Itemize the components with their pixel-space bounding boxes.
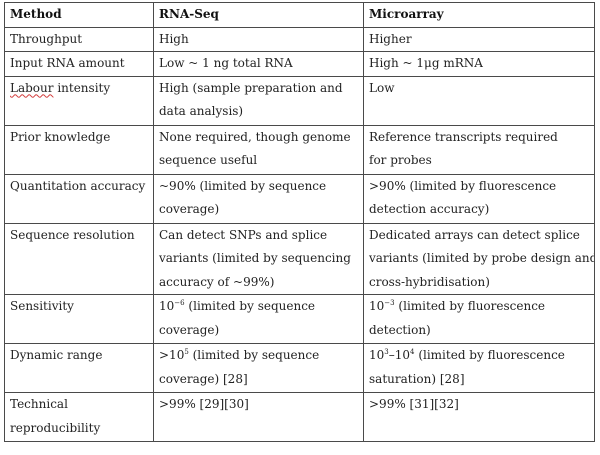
cell-microarray-quantitation-accuracy: >90% (limited by fluorescence detection … — [363, 173, 595, 224]
cell-rnaseq-sequence-resolution: Can detect SNPs and splice variants (lim… — [153, 222, 364, 295]
header-method: Method — [4, 2, 154, 28]
row-label-technical-reproducibility: Technical reproducibility — [4, 392, 154, 442]
cell-microarray-prior-knowledge: Reference transcripts required for probe… — [363, 124, 595, 175]
header-microarray: Microarray — [363, 2, 595, 28]
cell-microarray-dynamic-range: 103–104 (limited by fluorescence saturat… — [363, 343, 595, 393]
cell-rnaseq-dynamic-range: >105 (limited by sequence coverage) [28] — [153, 343, 364, 393]
cell-microarray-input-rna: High ~ 1μg mRNA — [363, 51, 595, 77]
cell-rnaseq-prior-knowledge: None required, though genome sequence us… — [153, 124, 364, 175]
table-row: Sequence resolution Can detect SNPs and … — [4, 222, 595, 295]
rnaseq-vs-microarray-table: Method RNA-Seq Microarray Throughput Hig… — [4, 2, 595, 442]
row-label-throughput: Throughput — [4, 26, 154, 52]
row-label-quantitation-accuracy: Quantitation accuracy — [4, 173, 154, 224]
row-label-sensitivity: Sensitivity — [4, 294, 154, 344]
header-row: Method RNA-Seq Microarray — [4, 2, 595, 28]
cell-rnaseq-technical-reproducibility: >99% [29][30] — [153, 392, 364, 442]
cell-microarray-labour-intensity: Low — [363, 75, 595, 126]
table-row: Quantitation accuracy ~90% (limited by s… — [4, 173, 595, 224]
cell-rnaseq-quantitation-accuracy: ~90% (limited by sequence coverage) — [153, 173, 364, 224]
cell-rnaseq-sensitivity: 10−6 (limited by sequence coverage) — [153, 294, 364, 344]
header-rnaseq: RNA-Seq — [153, 2, 364, 28]
table-row: Dynamic range >105 (limited by sequence … — [4, 343, 595, 393]
cell-microarray-sequence-resolution: Dedicated arrays can detect splice varia… — [363, 222, 595, 295]
cell-microarray-technical-reproducibility: >99% [31][32] — [363, 392, 595, 442]
table-row: Technical reproducibility >99% [29][30] … — [4, 392, 595, 442]
row-label-labour-intensity: Labour intensity — [4, 75, 154, 126]
row-label-dynamic-range: Dynamic range — [4, 343, 154, 393]
row-label-input-rna: Input RNA amount — [4, 51, 154, 77]
cell-microarray-throughput: Higher — [363, 26, 595, 52]
row-label-prior-knowledge: Prior knowledge — [4, 124, 154, 175]
cell-rnaseq-labour-intensity: High (sample preparation and data analys… — [153, 75, 364, 126]
table-row: Prior knowledge None required, though ge… — [4, 124, 595, 175]
cell-rnaseq-input-rna: Low ~ 1 ng total RNA — [153, 51, 364, 77]
table-row: Sensitivity 10−6 (limited by sequence co… — [4, 294, 595, 344]
spellcheck-flagged-word: Labour — [10, 80, 54, 95]
comparison-table-container: Method RNA-Seq Microarray Throughput Hig… — [4, 2, 595, 442]
table-row: Input RNA amount Low ~ 1 ng total RNA Hi… — [4, 51, 595, 77]
table-row: Throughput High Higher — [4, 26, 595, 52]
cell-rnaseq-throughput: High — [153, 26, 364, 52]
cell-microarray-sensitivity: 10−3 (limited by fluorescence detection) — [363, 294, 595, 344]
row-label-sequence-resolution: Sequence resolution — [4, 222, 154, 295]
table-row: Labour intensity High (sample preparatio… — [4, 75, 595, 126]
